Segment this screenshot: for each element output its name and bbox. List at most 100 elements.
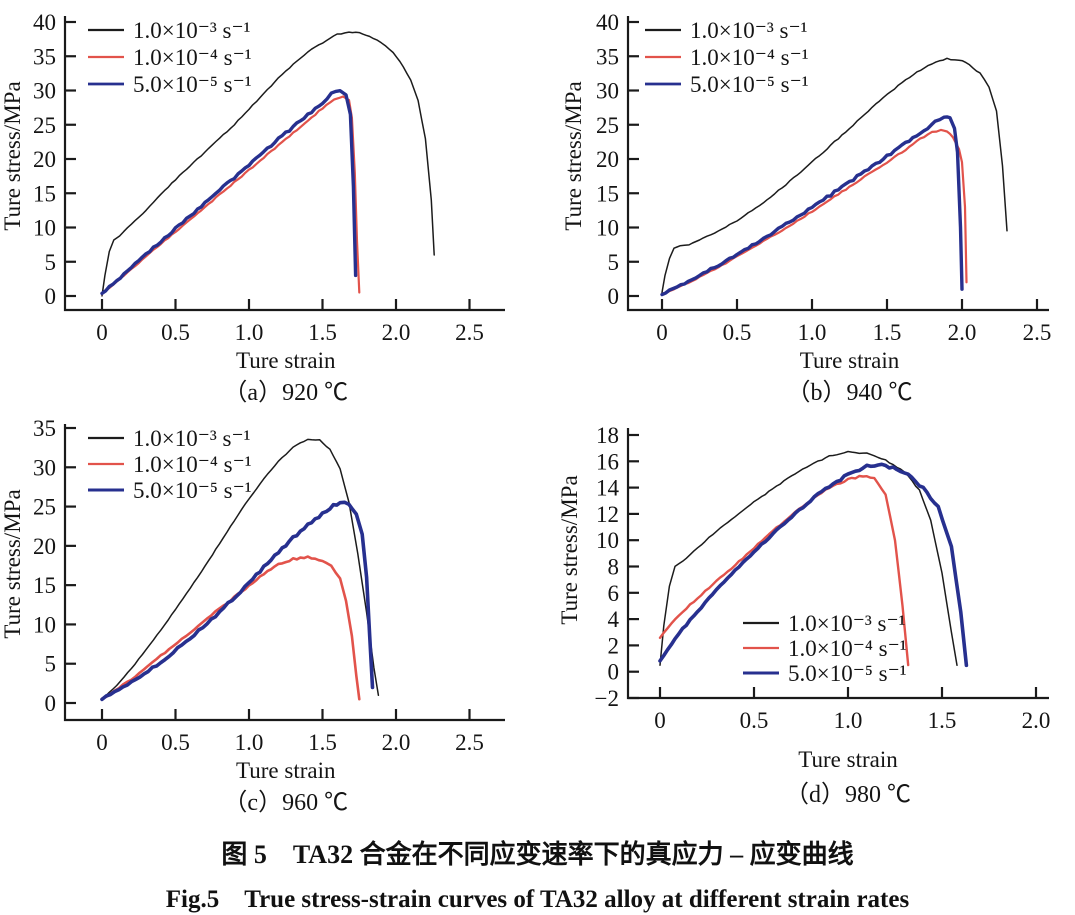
legend-label: 1.0×10⁻³ s⁻¹	[133, 18, 251, 43]
x-tick-label: 1.5	[308, 320, 337, 345]
x-tick-label: 1.0	[798, 320, 827, 345]
curve-1.0-10-s-	[101, 31, 435, 297]
y-tick-label: 12	[596, 502, 619, 527]
y-tick-label: 15	[33, 573, 56, 598]
legend-label: 1.0×10⁻⁴ s⁻¹	[690, 45, 809, 70]
y-tick-label: 10	[33, 612, 56, 637]
y-tick-label: 30	[596, 79, 619, 104]
curve-1.0-10-s-	[661, 57, 1008, 294]
y-tick-label: 40	[596, 10, 619, 35]
y-tick-label: 10	[596, 216, 619, 241]
panel-caption: （d）980 ℃	[785, 782, 911, 808]
axis-xlabel: Ture strain	[236, 348, 336, 373]
y-tick-label: 20	[596, 147, 619, 172]
y-tick-label: 0	[45, 284, 57, 309]
curve-5.0-10-s-	[100, 89, 358, 296]
legend-label: 1.0×10⁻⁴ s⁻¹	[133, 452, 252, 477]
x-tick-label: 2.5	[455, 730, 484, 755]
curve-5.0-10-s-	[658, 462, 969, 668]
y-tick-label: 14	[596, 476, 620, 501]
legend-label: 5.0×10⁻⁵ s⁻¹	[788, 661, 907, 686]
y-tick-label: 15	[33, 181, 56, 206]
legend-label: 1.0×10⁻³ s⁻¹	[133, 426, 251, 451]
y-tick-label: 30	[33, 455, 56, 480]
figure-caption-zh: 图 5 TA32 合金在不同应变速率下的真应力 – 应变曲线	[221, 840, 854, 869]
subplot-grid: 0 0.5 1.0 1.5 2.0 2.5 0 5 10 15 20 25 30 35 40 Ture str…	[0, 10, 1052, 816]
x-tick-label: 0	[656, 320, 668, 345]
y-tick-label: 15	[596, 181, 619, 206]
axis-spines	[63, 424, 505, 722]
x-tick-label: 0	[96, 730, 108, 755]
y-tick-label: 5	[45, 652, 57, 677]
y-tick-label: 35	[596, 44, 619, 69]
y-tick-label: −2	[595, 686, 619, 711]
panel-caption: （c）960 ℃	[223, 790, 348, 816]
x-tick-label: 1.5	[873, 320, 902, 345]
curve-5.0-10-s-	[660, 115, 964, 297]
x-tick-label: 2.5	[1023, 320, 1052, 345]
figure-caption-en: Fig.5 True stress-strain curves of TA32 …	[165, 886, 910, 913]
y-tick-label: 35	[33, 44, 56, 69]
axis-ylabel: Ture stress/MPa	[561, 81, 586, 230]
axis-ylabel: Ture stress/MPa	[557, 475, 582, 624]
y-tick-label: 25	[596, 113, 619, 138]
legend-label: 1.0×10⁻⁴ s⁻¹	[788, 636, 907, 661]
panel-caption: （a）920 ℃	[223, 380, 348, 406]
y-tick-label: 40	[33, 10, 56, 35]
axis-ylabel: Ture stress/MPa	[0, 489, 25, 638]
axis-xlabel: Ture strain	[800, 348, 900, 373]
y-tick-label: 10	[596, 528, 619, 553]
curve-1.0-10-s-	[100, 95, 361, 296]
y-tick-label: 10	[33, 216, 56, 241]
y-tick-label: 6	[608, 581, 620, 606]
axis-xlabel: Ture strain	[798, 747, 898, 772]
curve-1.0-10-s-	[660, 128, 968, 296]
axis-xlabel: Ture strain	[236, 758, 336, 783]
legend-label: 1.0×10⁻⁴ s⁻¹	[133, 45, 252, 70]
y-tick-label: 30	[33, 79, 56, 104]
x-tick-label: 1.0	[235, 320, 264, 345]
subplot-b: 0 0.5 1.0 1.5 2.0 2.5 0 5 10 15 20 25 30 35 40 Ture str…	[561, 10, 1052, 406]
y-tick-label: 0	[45, 691, 57, 716]
x-tick-label: 0.5	[161, 730, 190, 755]
x-tick-label: 2.0	[382, 320, 411, 345]
legend-label: 5.0×10⁻⁵ s⁻¹	[690, 72, 809, 97]
x-tick-label: 1.5	[928, 708, 957, 733]
x-tick-label: 0.5	[740, 708, 769, 733]
x-tick-label: 2.0	[948, 320, 977, 345]
y-tick-label: 20	[33, 534, 56, 559]
y-tick-label: 2	[608, 633, 620, 658]
y-tick-label: 5	[45, 250, 57, 275]
y-tick-label: 8	[608, 555, 620, 580]
x-tick-label: 0	[96, 320, 108, 345]
x-tick-label: 0.5	[161, 320, 190, 345]
y-tick-label: 20	[33, 147, 56, 172]
y-tick-label: 0	[608, 660, 620, 685]
legend-label: 5.0×10⁻⁵ s⁻¹	[133, 72, 252, 97]
y-tick-label: 18	[596, 423, 619, 448]
axis-spines	[626, 16, 1049, 312]
legend-label: 1.0×10⁻³ s⁻¹	[788, 611, 906, 636]
legend-label: 5.0×10⁻⁵ s⁻¹	[133, 478, 252, 503]
axis-ylabel: Ture stress/MPa	[0, 81, 25, 230]
x-tick-label: 0	[654, 708, 666, 733]
x-tick-label: 1.0	[834, 708, 863, 733]
y-tick-label: 25	[33, 113, 56, 138]
x-tick-label: 1.5	[308, 730, 337, 755]
x-tick-label: 2.5	[455, 320, 484, 345]
x-tick-label: 2.0	[382, 730, 411, 755]
x-tick-label: 1.0	[235, 730, 264, 755]
y-tick-label: 25	[33, 495, 56, 520]
x-tick-label: 2.0	[1022, 708, 1051, 733]
subplot-a: 0 0.5 1.0 1.5 2.0 2.5 0 5 10 15 20 25 30 35 40 Ture str…	[0, 10, 505, 406]
curve-5.0-10-s-	[100, 500, 375, 702]
y-tick-label: 5	[608, 250, 620, 275]
y-tick-label: 4	[608, 607, 620, 632]
curve-1.0-10-s-	[101, 438, 380, 701]
y-tick-label: 0	[608, 284, 620, 309]
y-tick-label: 35	[33, 416, 56, 441]
legend-label: 1.0×10⁻³ s⁻¹	[690, 18, 808, 43]
axis-spines	[63, 16, 505, 312]
